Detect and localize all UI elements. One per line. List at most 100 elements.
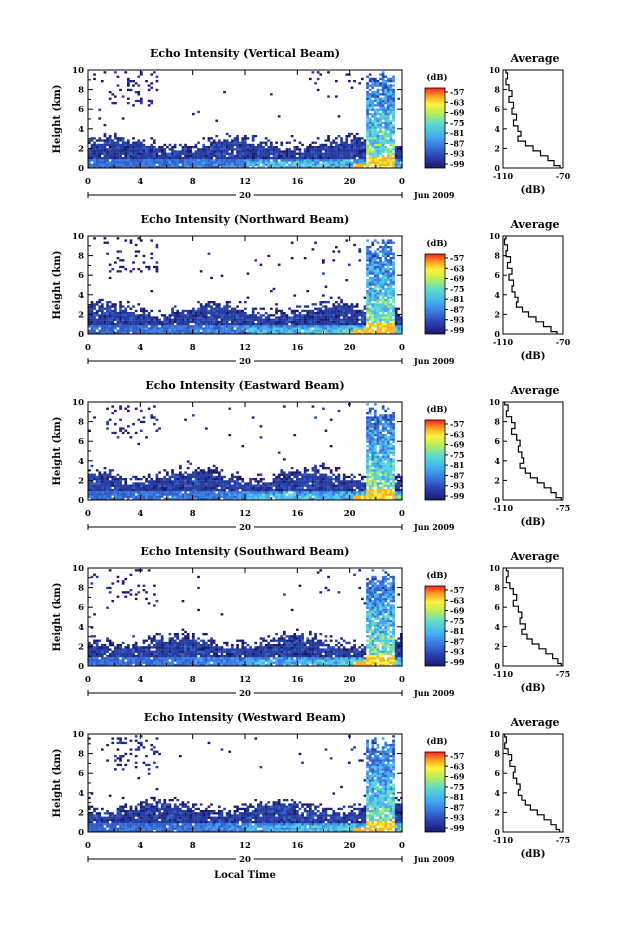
heatmap-cell	[132, 155, 135, 157]
heatmap-cell	[351, 330, 354, 332]
heatmap-cell	[283, 482, 286, 484]
heatmap-cell	[340, 496, 343, 498]
heatmap-cell	[275, 310, 278, 312]
heatmap-cell	[283, 471, 286, 473]
heatmap-cell	[218, 478, 221, 480]
heatmap-cell	[304, 305, 307, 307]
heatmap-cell	[130, 146, 133, 148]
heatmap-cell	[197, 471, 200, 473]
heatmap-cell	[150, 161, 153, 163]
heatmap-cell	[109, 305, 112, 307]
heatmap-cell	[260, 489, 263, 491]
heatmap-cell	[130, 436, 133, 438]
heatmap-cell	[205, 480, 208, 482]
heatmap-cell	[210, 476, 213, 478]
heatmap-cell	[270, 144, 273, 146]
heatmap-cell	[223, 480, 226, 482]
heatmap-cell	[161, 314, 164, 316]
heatmap-cell	[364, 305, 367, 307]
heatmap-cell	[364, 139, 367, 141]
heatmap-cell	[119, 493, 122, 495]
heatmap-cell	[382, 131, 385, 133]
heatmap-cell	[91, 150, 94, 152]
heatmap-cell	[374, 290, 377, 292]
heatmap-cell	[104, 155, 107, 157]
heatmap-cell	[153, 405, 156, 407]
heatmap-cell	[156, 157, 159, 159]
heatmap-cell	[195, 314, 198, 316]
heatmap-cell	[312, 476, 315, 478]
heatmap-cell	[91, 139, 94, 141]
heatmap-cell	[109, 157, 112, 159]
heatmap-cell	[317, 323, 320, 325]
heatmap-cell	[104, 496, 107, 498]
heatmap-cell	[156, 76, 159, 78]
panel-1: Echo Intensity (Northward Beam)Height (k…	[52, 213, 571, 367]
heatmap-cell	[392, 281, 395, 283]
heatmap-cell	[137, 319, 140, 321]
heatmap-cell	[371, 277, 374, 279]
heatmap-cell	[377, 257, 380, 259]
heatmap-cell	[239, 164, 242, 166]
heatmap-cell	[202, 469, 205, 471]
heatmap-cell	[106, 427, 109, 429]
heatmap-cell	[384, 157, 387, 159]
heatmap-cell	[205, 314, 208, 316]
heatmap-cell	[197, 467, 200, 469]
heatmap-cell	[143, 325, 146, 327]
heatmap-cell	[254, 157, 257, 159]
heatmap-cell	[291, 319, 294, 321]
heatmap-cell	[252, 323, 255, 325]
heatmap-cell	[332, 153, 335, 155]
heatmap-cell	[127, 144, 130, 146]
heatmap-cell	[169, 323, 172, 325]
heatmap-cell	[213, 146, 216, 148]
heatmap-cell	[332, 142, 335, 144]
heatmap-cell	[137, 487, 140, 489]
heatmap-cell	[301, 155, 304, 157]
heatmap-cell	[119, 164, 122, 166]
heatmap-cell	[174, 482, 177, 484]
heatmap-cell	[291, 153, 294, 155]
heatmap-cell	[91, 491, 94, 493]
heatmap-cell	[153, 489, 156, 491]
heatmap-cell	[387, 250, 390, 252]
heatmap-cell	[200, 159, 203, 161]
heatmap-cell	[137, 142, 140, 144]
heatmap-cell	[286, 150, 289, 152]
heatmap-cell	[345, 321, 348, 323]
heatmap-cell	[345, 135, 348, 137]
heatmap-cell	[158, 157, 161, 159]
heatmap-cell	[343, 330, 346, 332]
heatmap-cell	[371, 95, 374, 97]
y-axis-label: Height (km)	[52, 85, 63, 154]
heatmap-cell	[369, 314, 372, 316]
heatmap-cell	[314, 485, 317, 487]
heatmap-cell	[176, 325, 179, 327]
heatmap-cell	[127, 98, 130, 100]
heatmap-cell	[130, 144, 133, 146]
heatmap-cell	[361, 312, 364, 314]
heatmap-cell	[124, 155, 127, 157]
heatmap-cell	[278, 264, 281, 266]
heatmap-cell	[387, 275, 390, 277]
heatmap-cell	[366, 403, 369, 405]
heatmap-cell	[96, 144, 99, 146]
heatmap-cell	[226, 303, 229, 305]
heatmap-cell	[114, 423, 117, 425]
heatmap-cell	[150, 496, 153, 498]
heatmap-cell	[106, 325, 109, 327]
heatmap-cell	[236, 153, 239, 155]
heatmap-cell	[345, 312, 348, 314]
heatmap-cell	[390, 248, 393, 250]
heatmap-cell	[247, 487, 250, 489]
heatmap-cell	[288, 474, 291, 476]
heatmap-cell	[184, 478, 187, 480]
heatmap-cell	[223, 161, 226, 163]
heatmap-cell	[353, 150, 356, 152]
heatmap-cell	[210, 314, 213, 316]
heatmap-cell	[117, 144, 120, 146]
heatmap-cell	[91, 153, 94, 155]
heatmap-cell	[158, 496, 161, 498]
heatmap-cell	[252, 312, 255, 314]
